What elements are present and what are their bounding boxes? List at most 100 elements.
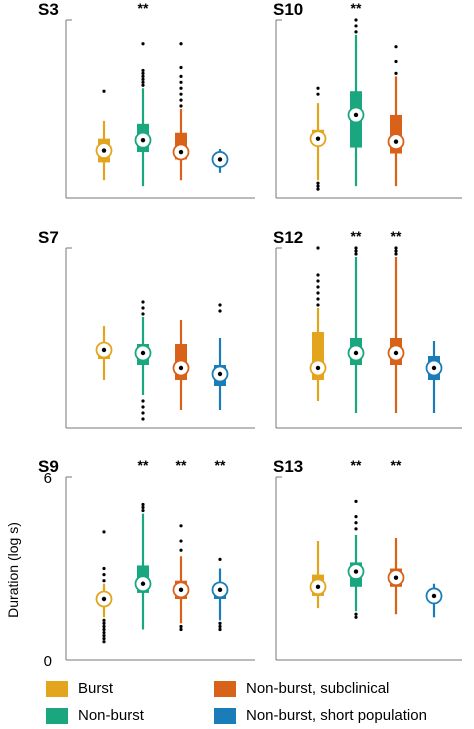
- panel-title: S3: [38, 0, 59, 19]
- median-dot: [178, 149, 184, 155]
- outlier-point: [179, 98, 183, 102]
- significance-marker: **: [176, 457, 187, 473]
- median-dot: [101, 148, 107, 153]
- outlier-point: [102, 640, 106, 644]
- outlier-point: [141, 405, 145, 409]
- outlier-point: [218, 309, 222, 313]
- outlier-point: [179, 74, 183, 78]
- legend-swatch-non-burst-subclinical: [214, 680, 236, 697]
- outlier-point: [354, 252, 358, 256]
- box-non-burst: [134, 300, 152, 421]
- panel-title: S12: [273, 228, 303, 247]
- outlier-point: [102, 621, 106, 626]
- panels-group: S3 ** S10 ** S7 S12 ** ** S9 ** ** ** S13 ** ** 6 0: [38, 0, 462, 670]
- median-dot: [315, 584, 321, 589]
- legend-swatch-non-burst-short-population: [214, 707, 236, 724]
- outlier-point: [316, 92, 320, 96]
- significance-marker: **: [351, 0, 362, 16]
- panel-s9: S9 ** ** **: [38, 457, 255, 661]
- significance-marker: **: [215, 457, 226, 473]
- outlier-point: [141, 505, 145, 510]
- outlier-point: [102, 618, 106, 622]
- legend-item-burst: Burst: [46, 680, 113, 697]
- outlier-point: [141, 68, 145, 73]
- panel-title: S7: [38, 228, 59, 247]
- significance-marker: **: [138, 457, 149, 473]
- box-non-burst: **: [134, 0, 152, 187]
- legend-label-burst: Burst: [78, 680, 114, 697]
- outlier-point: [354, 612, 358, 616]
- median-dot: [353, 569, 359, 574]
- outlier-point: [102, 634, 106, 638]
- box-non-burst-subclinical: [387, 45, 405, 187]
- outlier-point: [179, 524, 183, 528]
- median-dot: [217, 371, 223, 377]
- box-non-burst-short-population: [211, 149, 229, 173]
- median-dot: [315, 136, 321, 141]
- outlier-point: [141, 77, 145, 81]
- median-dot: [393, 139, 399, 144]
- outlier-point: [141, 411, 145, 415]
- outlier-point: [102, 573, 106, 577]
- panel-title: S9: [38, 457, 59, 476]
- box-burst: [309, 541, 327, 609]
- median-dot: [101, 596, 107, 602]
- outlier-point: [179, 80, 183, 84]
- box-burst: [309, 246, 327, 401]
- outlier-point: [179, 65, 183, 70]
- median-dot: [393, 575, 399, 580]
- legend-swatch-non-burst: [46, 707, 68, 724]
- median-dot: [178, 587, 184, 593]
- legend-item-non-burst-subclinical: Non-burst, subclinical: [214, 680, 389, 697]
- box-non-burst: **: [347, 457, 365, 619]
- box-burst: [95, 530, 113, 644]
- box-non-burst-subclinical: **: [172, 457, 190, 632]
- box-non-burst-subclinical: **: [387, 457, 405, 615]
- outlier-point: [354, 246, 358, 250]
- median-dot: [353, 112, 359, 118]
- outlier-point: [102, 630, 106, 635]
- outlier-point: [316, 297, 320, 301]
- outlier-point: [394, 45, 398, 49]
- significance-marker: **: [351, 457, 362, 473]
- panel-s7: S7: [38, 228, 255, 429]
- y-tick-label-top: 6: [44, 470, 52, 487]
- box-non-burst-short-population: [211, 303, 229, 410]
- box-burst: [309, 86, 327, 191]
- median-dot: [140, 581, 146, 586]
- legend-item-non-burst-short-population: Non-burst, short population: [214, 707, 427, 724]
- legend-label-non-burst: Non-burst: [78, 707, 144, 724]
- outlier-point: [179, 627, 183, 632]
- outlier-point: [354, 499, 358, 503]
- panel-s13: S13 ** **: [273, 457, 462, 661]
- outlier-point: [394, 249, 398, 253]
- legend-swatch-burst: [46, 680, 68, 697]
- outlier-point: [354, 249, 358, 253]
- median-dot: [393, 350, 399, 356]
- significance-marker: **: [138, 0, 149, 16]
- outlier-point: [141, 42, 145, 46]
- outlier-point: [141, 508, 145, 513]
- box-non-burst-short-population: [425, 341, 443, 413]
- outlier-point: [141, 306, 145, 310]
- box-non-burst-subclinical: **: [387, 228, 405, 413]
- outlier-point: [354, 30, 358, 34]
- median-dot: [178, 365, 184, 371]
- panel-s10: S10 **: [273, 0, 462, 199]
- outlier-point: [179, 539, 183, 543]
- median-dot: [140, 137, 146, 143]
- panel-s12: S12 ** **: [273, 228, 462, 429]
- outlier-point: [141, 80, 145, 84]
- panel-title: S13: [273, 457, 303, 476]
- outlier-point: [141, 399, 145, 403]
- significance-marker: **: [391, 228, 402, 244]
- panel-title: S10: [273, 0, 303, 19]
- outlier-point: [354, 24, 358, 28]
- outlier-point: [141, 83, 145, 87]
- median-dot: [431, 365, 437, 371]
- median-dot: [217, 587, 223, 593]
- box-plot-figure: S3 ** S10 ** S7 S12 ** ** S9 ** ** ** S13 ** ** 6 0 Dura…: [5, 0, 462, 670]
- outlier-point: [179, 86, 183, 90]
- outlier-point: [102, 566, 106, 571]
- box-burst: [95, 89, 113, 181]
